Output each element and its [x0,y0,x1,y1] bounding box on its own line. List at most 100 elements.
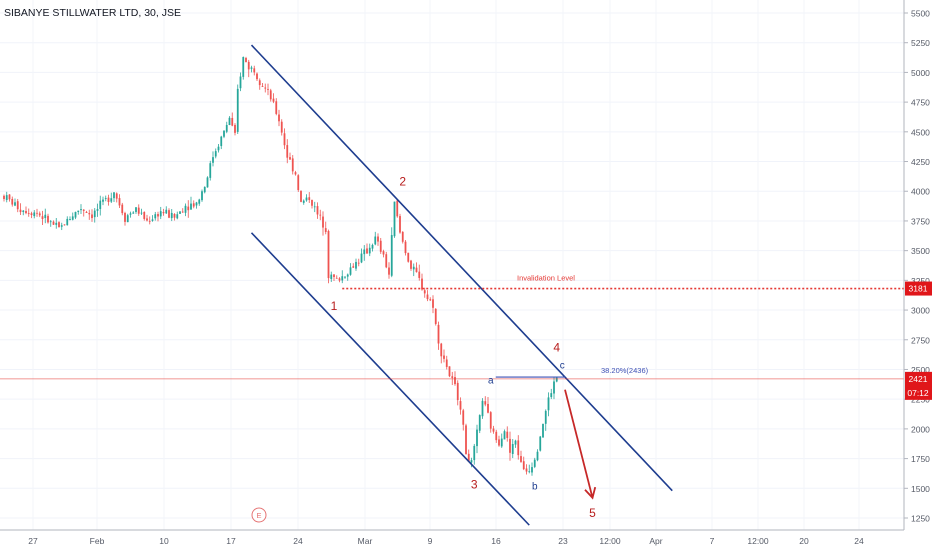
candle-body [184,205,187,213]
candle-body [349,267,352,275]
candle-body [190,203,192,210]
price-tick-label: 3750 [911,216,930,226]
wave-label-1: 1 [331,299,338,313]
time-tick-label: 20 [799,536,809,546]
candle-body [434,308,437,324]
candle-body [473,445,476,461]
candle-body [544,410,547,424]
bar-countdown: 07:12 [907,388,929,398]
candle-body [88,213,91,215]
price-axis[interactable]: 1250150017502000225025002750300032503500… [903,0,932,550]
candle-body [239,76,242,89]
grid [0,0,904,530]
candle-body [250,67,253,69]
price-tick-label: 4000 [911,187,930,197]
candle-body [60,225,63,227]
candle-body [126,215,129,223]
time-axis[interactable]: 27 Feb 10 17 24 Mar 9 16 23 12:00 Apr 7 12:00 20 24 [0,529,904,546]
wave-label-b: b [532,481,538,492]
candle-body [401,231,404,242]
wave-label-5: 5 [589,506,596,520]
candle-body [137,207,140,214]
time-tick-label: Apr [649,536,662,546]
candle-body [203,186,206,193]
candle-body [121,204,124,214]
candle-body [82,209,85,211]
candle-body [500,438,503,447]
candle-body [511,444,514,454]
candle-body [547,397,550,411]
candle-body [247,61,250,70]
candle-body [393,201,396,237]
candle-body [110,198,113,202]
candle-body [454,377,456,385]
candle-body [379,240,382,252]
candle-body [421,278,423,290]
candle-body [368,247,371,254]
candle-body [258,80,261,86]
candle-body [74,211,77,218]
candle-body [531,467,533,473]
candle-body [459,401,462,410]
candle-body [346,274,349,277]
price-tick-label: 2750 [911,335,930,345]
time-tick-label: 9 [428,536,433,546]
candle-body [440,343,443,357]
candle-body [151,219,154,221]
candle-body [242,57,245,77]
candle-body [555,377,558,382]
price-tick-label: 5000 [911,68,930,78]
candle-body [374,236,377,245]
candle-body [209,163,212,178]
price-tick-label: 5500 [911,9,930,19]
candle-body [539,436,542,451]
candle-body [344,276,346,278]
candle-body [129,213,132,215]
candles [3,56,558,476]
candle-body [316,206,319,215]
candle-body [269,90,272,100]
candle-body [16,201,19,210]
candle-body [192,203,195,207]
candle-body [201,191,203,201]
candle-body [55,222,58,225]
invalidation-price-value: 3181 [909,284,928,294]
candle-body [91,214,93,219]
candle-body [143,212,146,219]
candle-body [261,85,264,87]
candle-body [96,209,99,211]
candle-body [58,222,60,228]
candle-body [107,197,110,203]
candle-body [371,245,374,249]
candle-body [27,213,30,214]
candle-body [38,213,41,216]
candle-body [423,290,426,294]
last-price-tag [905,371,932,400]
candle-body [443,355,445,359]
candle-body [327,230,330,279]
candle-body [495,431,498,441]
candle-body [522,461,525,470]
candle-body [256,73,258,80]
candle-body [492,428,495,432]
projection-arrow-shaft [564,389,594,499]
candle-body [93,210,96,218]
candle-body [283,133,286,146]
event-marker-label: E [256,511,261,520]
candle-body [173,214,176,218]
candle-body [360,253,363,263]
time-tick-label: 16 [491,536,501,546]
candle-body [297,175,300,191]
candle-body [363,249,366,255]
candle-body [412,266,415,270]
candle-body [291,158,294,172]
candle-body [333,274,335,278]
candle-body [382,251,385,255]
candle-body [231,117,234,126]
candle-body [146,218,148,221]
candle-body [506,431,509,438]
candle-body [264,87,267,89]
candle-body [294,172,297,175]
